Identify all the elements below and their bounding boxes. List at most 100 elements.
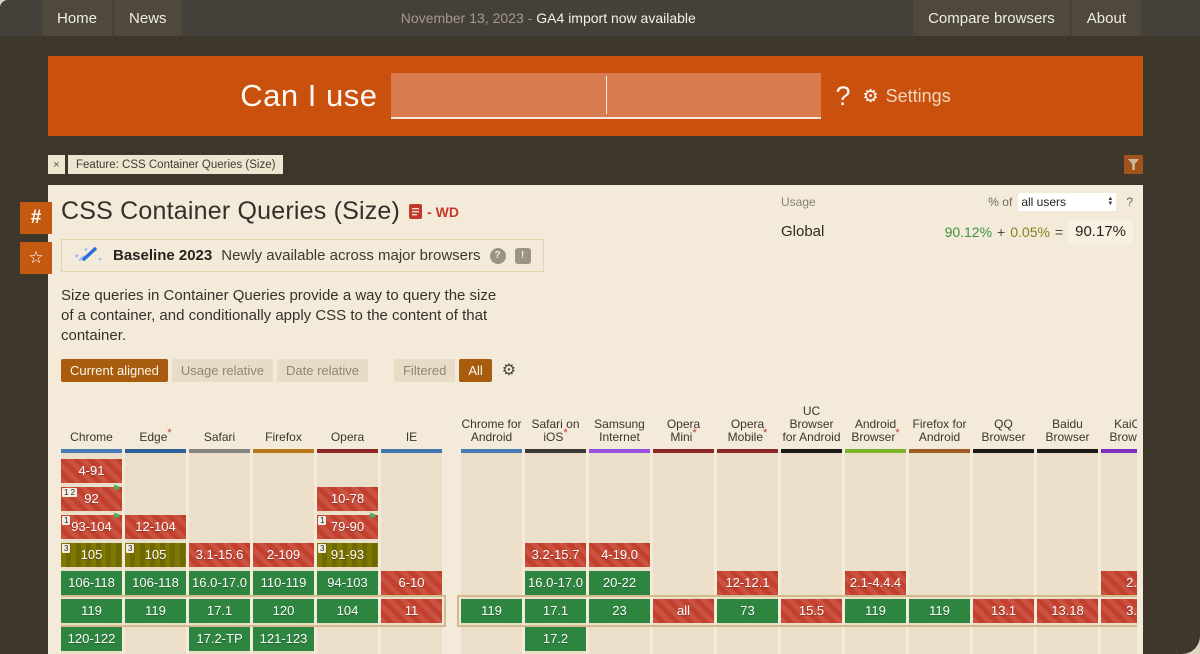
support-cell[interactable]: 3.1-15.6 (189, 542, 250, 567)
table-settings-gear-icon[interactable]: ⚙ (501, 362, 517, 380)
support-cell[interactable]: 121-123 (253, 626, 314, 651)
nav-home-button[interactable]: Home (42, 0, 113, 36)
support-cell[interactable]: 17.1 (525, 598, 586, 623)
empty-cell (253, 515, 314, 539)
browser-column-header[interactable]: Baidu Browser (1037, 389, 1098, 453)
empty-cell (381, 487, 442, 511)
search-input[interactable] (391, 73, 822, 119)
support-cell[interactable]: 17.2 (525, 626, 586, 651)
funnel-icon (1128, 159, 1139, 170)
browser-column-header[interactable]: Opera Mini* (653, 389, 714, 453)
browser-column-header[interactable]: Edge* (125, 389, 186, 453)
usage-help-icon[interactable]: ? (1126, 195, 1133, 209)
favorite-button[interactable]: ☆ (20, 242, 52, 274)
support-cell[interactable]: 3.2-15.7 (525, 542, 586, 567)
site-logo: Can I use (240, 78, 378, 113)
support-cell[interactable]: 105 3 (125, 542, 186, 567)
browser-column-header[interactable]: Android Browser* (845, 389, 906, 453)
baseline-help-icon[interactable]: ? (489, 247, 506, 264)
baseline-report-icon[interactable]: ! (514, 247, 531, 264)
empty-cell (973, 543, 1034, 567)
support-cell[interactable]: 4-19.0 (589, 542, 650, 567)
support-cell[interactable]: 2. (1101, 570, 1137, 595)
support-cell[interactable]: 2-109 (253, 542, 314, 567)
support-cell[interactable]: 106-118 (61, 570, 122, 595)
remove-feature-filter-button[interactable]: × (48, 155, 65, 174)
browser-column-header[interactable]: KaiOS Browser (1101, 389, 1137, 453)
filter-button[interactable] (1124, 155, 1143, 174)
support-cell[interactable]: 110-119 (253, 570, 314, 595)
empty-cell (653, 487, 714, 511)
usage-scope-select[interactable]: all users ▲ ▼ (1018, 193, 1117, 211)
browser-column-header[interactable]: Samsung Internet (589, 389, 650, 453)
usage-relative-button[interactable]: Usage relative (171, 358, 273, 382)
support-cell[interactable]: 73 (717, 598, 778, 623)
browser-column-header[interactable]: IE (381, 389, 442, 453)
support-cell[interactable]: 12-104 (125, 514, 186, 539)
nav-compare-browsers-button[interactable]: Compare browsers (913, 0, 1070, 36)
nav-news-button[interactable]: News (114, 0, 182, 36)
support-cell[interactable]: 16.0-17.0 (525, 570, 586, 595)
support-cell[interactable]: 17.2-TP (189, 626, 250, 651)
support-cell[interactable]: 23 (589, 598, 650, 623)
support-cell[interactable]: 10-78 (317, 486, 378, 511)
support-cell[interactable]: 13.1 (973, 598, 1034, 623)
support-cell[interactable]: 92 1 2 ⚑ (61, 484, 122, 511)
browser-column-header[interactable]: Firefox for Android (909, 389, 970, 453)
version-row (461, 515, 1137, 539)
browser-column-header[interactable]: Safari on iOS* (525, 389, 586, 453)
support-cell[interactable]: 12-12.1 (717, 570, 778, 595)
filter-all-button[interactable]: All (459, 358, 492, 382)
support-cell[interactable]: 16.0-17.0 (189, 570, 250, 595)
usage-scope: Global (781, 223, 825, 240)
browser-column-header[interactable]: Chrome (61, 389, 122, 453)
support-cell[interactable]: 93-104 1 ⚑ (61, 512, 122, 539)
nav-about-button[interactable]: About (1071, 0, 1141, 36)
browser-color-bar (189, 448, 250, 453)
empty-cell (845, 543, 906, 567)
support-cell[interactable]: 119 (61, 598, 122, 623)
browser-column-header[interactable]: Chrome for Android (461, 389, 522, 453)
support-cell[interactable]: 20-22 (589, 570, 650, 595)
support-cell[interactable]: 119 (909, 598, 970, 623)
support-cell[interactable]: 104 (317, 598, 378, 623)
support-cell[interactable]: 91-93 3 (317, 542, 378, 567)
support-cell[interactable]: 119 (461, 598, 522, 623)
support-cell[interactable]: 106-118 (125, 570, 186, 595)
current-aligned-button[interactable]: Current aligned (61, 358, 168, 382)
support-cell[interactable]: 17.1 (189, 598, 250, 623)
announcement-text[interactable]: GA4 import now available (536, 10, 696, 26)
note-number-badge: 1 (62, 515, 71, 525)
support-cell[interactable]: all (653, 598, 714, 623)
browser-column-header[interactable]: Safari (189, 389, 250, 453)
browser-column-header[interactable]: UC Browser for Android (781, 389, 842, 453)
support-cell[interactable]: 3. (1101, 598, 1137, 623)
support-cell[interactable]: 11 (381, 598, 442, 623)
support-cell[interactable]: 119 (845, 598, 906, 623)
support-cell[interactable]: 13.18 (1037, 598, 1098, 623)
support-cell[interactable]: 120-122 (61, 626, 122, 651)
filtered-button[interactable]: Filtered (393, 358, 456, 382)
empty-cell (189, 487, 250, 511)
support-cell[interactable]: 94-103 (317, 570, 378, 595)
browser-column-header[interactable]: Opera Mobile* (717, 389, 778, 453)
support-cell[interactable]: 4-91 (61, 458, 122, 483)
support-cell[interactable]: 15.5 (781, 598, 842, 623)
support-cell[interactable]: 2.1-4.4.4 (845, 570, 906, 595)
version-row: 3.2-15.7 4-19.0 (461, 542, 1137, 567)
browser-column-header[interactable]: QQ Browser (973, 389, 1034, 453)
spec-status[interactable]: - WD (409, 204, 459, 220)
empty-cell (845, 487, 906, 511)
support-cell[interactable]: 120 (253, 598, 314, 623)
settings-button[interactable]: ⚙ Settings (862, 85, 951, 106)
permalink-button[interactable]: # (20, 202, 52, 234)
empty-cell (253, 459, 314, 483)
support-cell[interactable]: 79-90 1 ⚑ (317, 512, 378, 539)
support-cell[interactable]: 105 3 (61, 542, 122, 567)
browser-column-header[interactable]: Firefox (253, 389, 314, 453)
empty-cell (909, 515, 970, 539)
browser-column-header[interactable]: Opera (317, 389, 378, 453)
support-cell[interactable]: 119 (125, 598, 186, 623)
support-cell[interactable]: 6-10 (381, 570, 442, 595)
date-relative-button[interactable]: Date relative (277, 358, 368, 382)
